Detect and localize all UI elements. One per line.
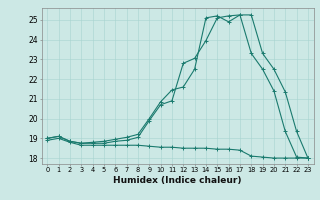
X-axis label: Humidex (Indice chaleur): Humidex (Indice chaleur) [113, 176, 242, 185]
